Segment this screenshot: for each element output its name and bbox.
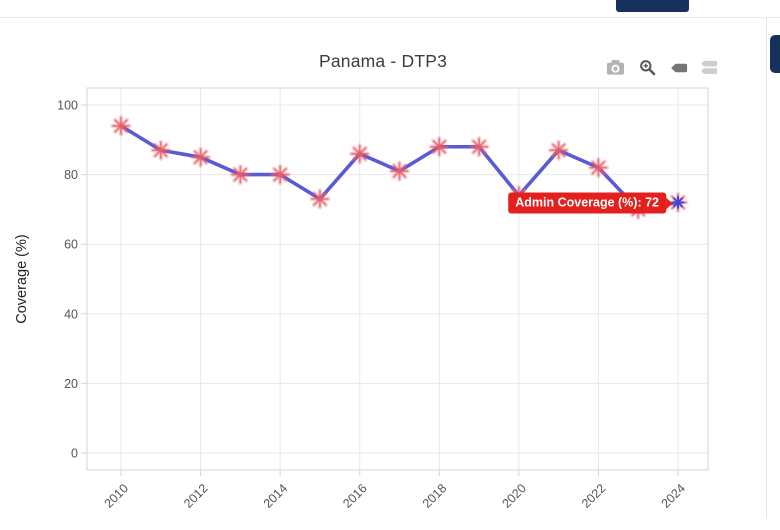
- y-tick-label: 20: [64, 377, 78, 391]
- hover-closest-button[interactable]: [668, 60, 690, 76]
- y-tick-label: 80: [64, 168, 78, 182]
- data-point-marker: [233, 168, 247, 182]
- topbar: [0, 0, 780, 18]
- camera-icon: [606, 60, 625, 79]
- hover-compare-icon: [698, 60, 718, 78]
- y-tick-label: 60: [64, 238, 78, 252]
- side-panel-button[interactable]: [770, 35, 780, 73]
- data-point-marker: [154, 143, 168, 157]
- data-point-marker: [591, 161, 605, 175]
- x-tick-label: 2024: [659, 481, 689, 511]
- download-plot-button[interactable]: [604, 57, 627, 78]
- data-point-marker: [432, 140, 446, 154]
- y-tick-label: 40: [64, 307, 78, 321]
- chart-card: Panama - DTP3: [0, 18, 767, 518]
- y-tick-label: 0: [71, 447, 78, 461]
- data-point-marker: [392, 164, 407, 178]
- x-tick-label: 2018: [420, 481, 450, 511]
- hover-closest-icon: [670, 62, 688, 77]
- data-point-marker: [273, 168, 287, 182]
- plot-border: [86, 87, 709, 471]
- chart-modebar: [594, 57, 720, 78]
- x-tick-label: 2014: [261, 481, 291, 511]
- hovered-point-marker: [673, 197, 683, 208]
- top-button[interactable]: [616, 0, 689, 12]
- x-tick-label: 2020: [499, 481, 529, 511]
- data-point-marker: [194, 150, 208, 164]
- x-tick-label: 2016: [340, 481, 370, 511]
- data-point-marker: [472, 140, 486, 154]
- zoom-button[interactable]: [637, 57, 658, 78]
- x-tick-label: 2022: [579, 481, 609, 511]
- data-point-marker: [353, 147, 367, 161]
- hover-tooltip: Admin Coverage (%): 72: [508, 192, 672, 214]
- chart-title: Panama - DTP3: [318, 51, 448, 71]
- y-tick-label: 100: [57, 99, 78, 113]
- zoom-in-icon: [639, 60, 656, 79]
- hover-compare-button[interactable]: [696, 58, 720, 77]
- data-point-marker: [313, 192, 327, 206]
- x-tick-label: 2010: [102, 481, 132, 511]
- x-tick-label: 2012: [181, 481, 211, 511]
- data-point-marker: [114, 119, 128, 133]
- data-point-marker: [552, 143, 566, 157]
- chart-plot-area[interactable]: 0 20 40 60 80 100 2010 2012 2014 2016 2018 2020 2022…: [0, 78, 760, 530]
